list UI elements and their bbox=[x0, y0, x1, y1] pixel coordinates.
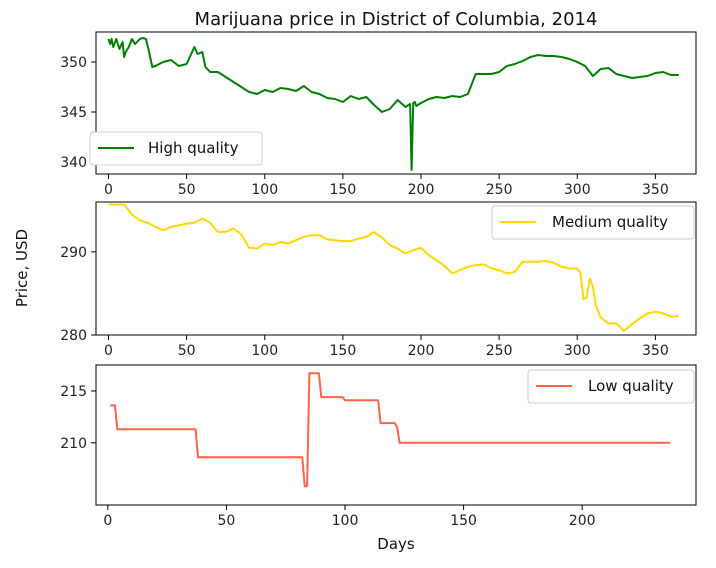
y-axis-label: Price, USD bbox=[13, 229, 31, 307]
panel-ticks: 0 50 100 150 200 250 300 350 280 290 bbox=[60, 245, 668, 359]
x-tick-label: 250 bbox=[486, 182, 513, 198]
x-tick-label: 200 bbox=[408, 182, 435, 198]
panel-ticks: 0 50 100 150 200 250 300 350 340 345 350 bbox=[60, 55, 668, 198]
x-tick-label: 200 bbox=[569, 513, 596, 529]
x-tick-label: 350 bbox=[642, 343, 669, 359]
x-tick-label: 50 bbox=[218, 513, 236, 529]
legend-label: Medium quality bbox=[552, 213, 668, 231]
x-tick-label: 150 bbox=[330, 343, 357, 359]
x-tick-label: 0 bbox=[104, 182, 113, 198]
x-tick-label: 150 bbox=[330, 182, 357, 198]
legend-low-quality: Low quality bbox=[527, 369, 695, 404]
panel-frame bbox=[95, 31, 697, 175]
legend-label: Low quality bbox=[588, 377, 674, 395]
x-tick-label: 50 bbox=[178, 182, 196, 198]
x-tick-label: 350 bbox=[642, 182, 669, 198]
panel-frame bbox=[95, 201, 697, 336]
x-tick-label: 100 bbox=[332, 513, 359, 529]
y-tick-label: 210 bbox=[60, 436, 87, 452]
legend-label: High quality bbox=[148, 139, 239, 157]
legend-medium-quality: Medium quality bbox=[491, 205, 695, 240]
panel-ticks: 0 50 100 150 200 210 215 bbox=[60, 384, 595, 529]
x-tick-label: 100 bbox=[251, 182, 278, 198]
x-tick-label: 0 bbox=[104, 343, 113, 359]
x-tick-label: 300 bbox=[564, 182, 591, 198]
chart-title: Marijuana price in District of Columbia,… bbox=[195, 9, 598, 30]
y-tick-label: 215 bbox=[60, 384, 87, 400]
x-tick-label: 200 bbox=[408, 343, 435, 359]
y-tick-label: 280 bbox=[60, 328, 87, 344]
x-tick-label: 100 bbox=[251, 343, 278, 359]
y-tick-label: 340 bbox=[60, 155, 87, 171]
x-tick-label: 50 bbox=[178, 343, 196, 359]
y-tick-label: 345 bbox=[60, 105, 87, 121]
panel-low-quality: 0 50 100 150 200 210 215 Low quality bbox=[60, 364, 697, 529]
medium-quality-series-line bbox=[108, 203, 679, 332]
x-tick-label: 300 bbox=[564, 343, 591, 359]
panel-medium-quality: 0 50 100 150 200 250 300 350 280 290 Medium quali… bbox=[60, 201, 697, 359]
y-tick-label: 290 bbox=[60, 245, 87, 261]
legend-high-quality: High quality bbox=[89, 131, 263, 166]
low-quality-series-line bbox=[110, 372, 670, 488]
legend-box bbox=[89, 131, 263, 166]
high-quality-series-line bbox=[107, 37, 679, 171]
panel-high-quality: 0 50 100 150 200 250 300 350 340 345 350 High qual… bbox=[60, 31, 697, 198]
x-tick-label: 150 bbox=[450, 513, 477, 529]
panel-frame bbox=[95, 364, 697, 506]
x-axis-label: Days bbox=[377, 535, 415, 553]
y-tick-label: 350 bbox=[60, 55, 87, 71]
legend-box bbox=[527, 369, 695, 404]
legend-box bbox=[491, 205, 695, 240]
x-tick-label: 0 bbox=[103, 513, 112, 529]
x-tick-label: 250 bbox=[486, 343, 513, 359]
